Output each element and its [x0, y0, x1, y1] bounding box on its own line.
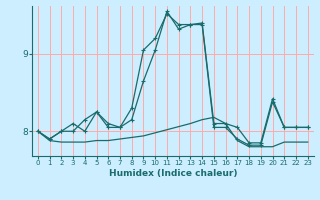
X-axis label: Humidex (Indice chaleur): Humidex (Indice chaleur)	[108, 169, 237, 178]
